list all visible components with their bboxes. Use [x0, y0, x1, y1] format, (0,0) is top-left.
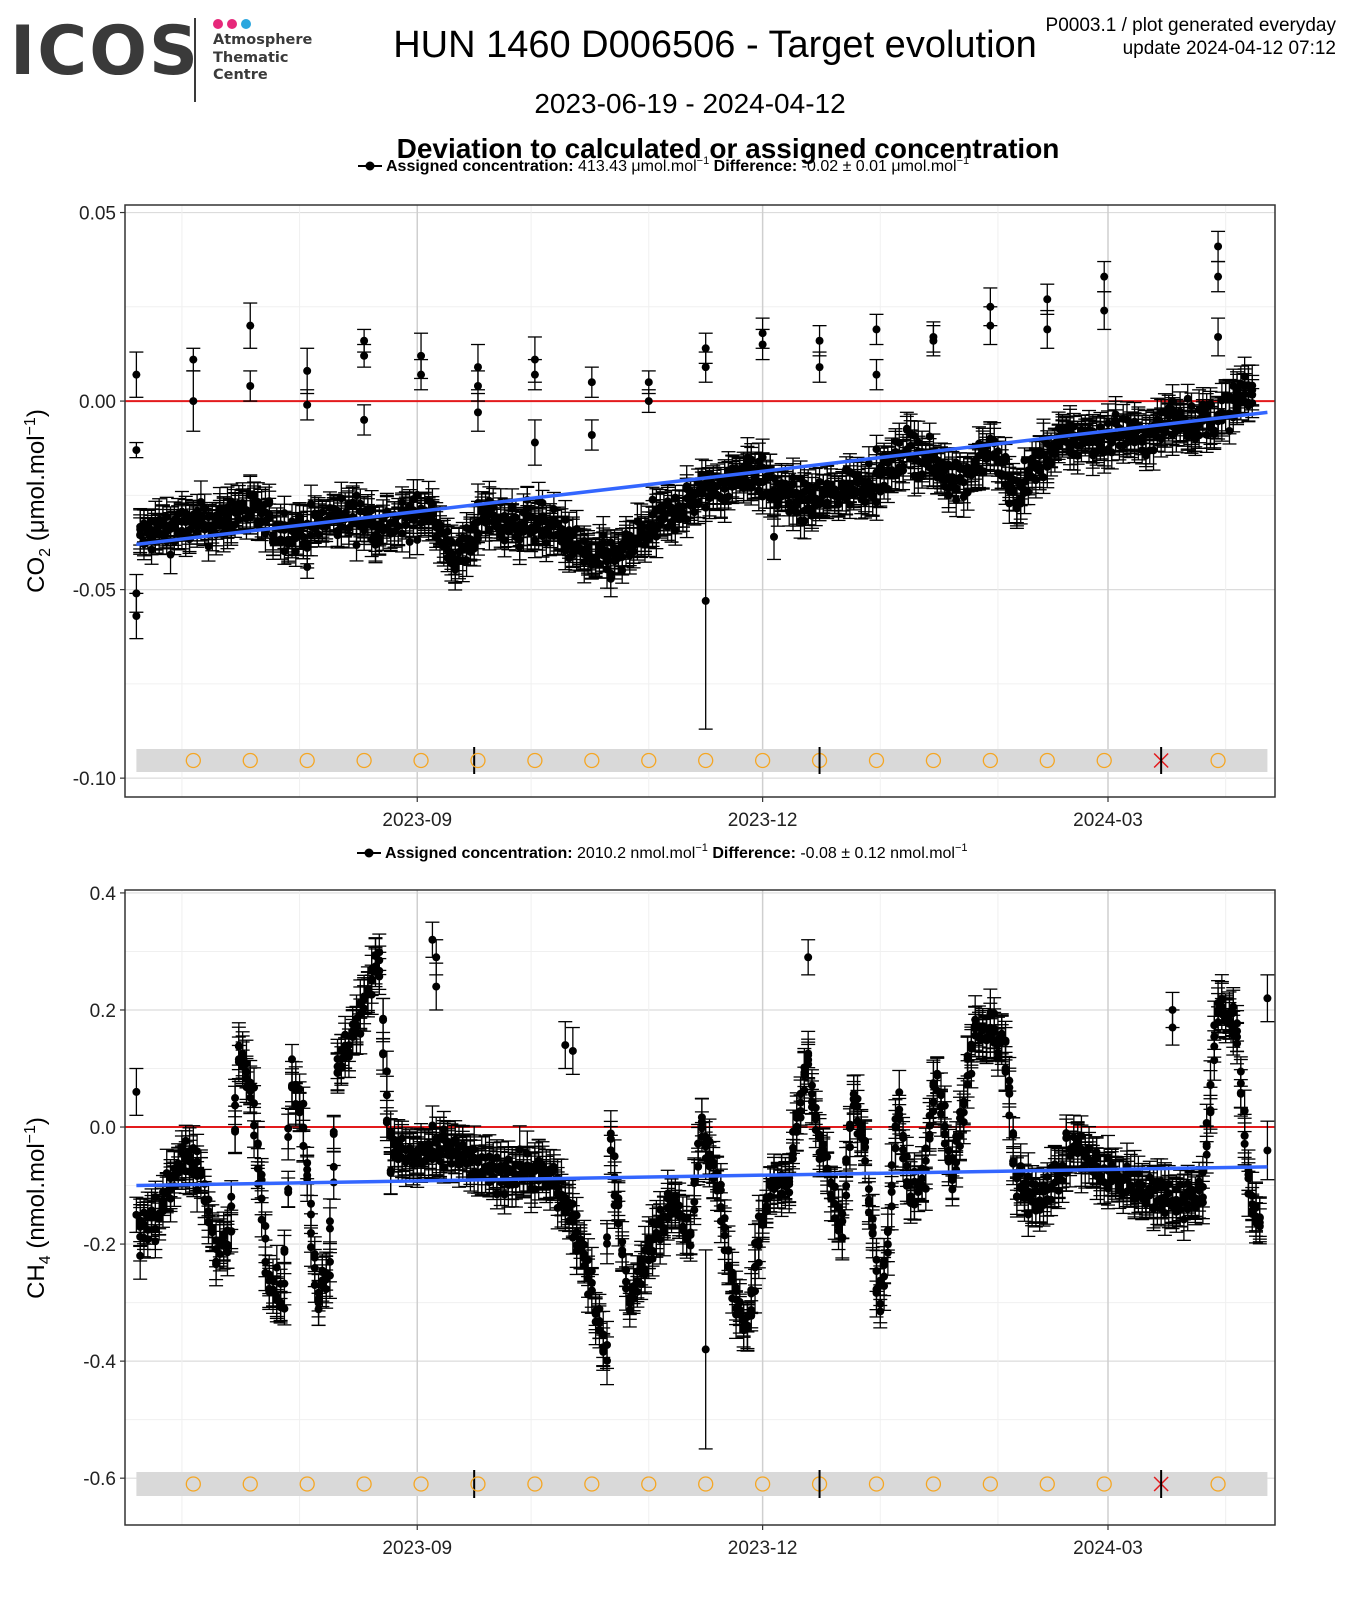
status-marker-ok [413, 752, 429, 769]
data-point [337, 522, 346, 531]
status-marker-ok [1039, 752, 1055, 769]
icos-logo: ICOS [10, 12, 200, 91]
status-marker-ok [982, 752, 998, 769]
data-point [561, 515, 570, 524]
data-point [238, 499, 247, 508]
data-point [250, 491, 259, 500]
centre-line-3: Centre [213, 67, 268, 83]
data-point [303, 539, 312, 548]
figure-title: Deviation to calculated or assigned conc… [397, 133, 1060, 164]
logo-dots [213, 16, 255, 34]
data-point-group [133, 514, 148, 555]
generation-info-line2: update 2024-04-12 07:12 [1122, 38, 1336, 59]
data-point [276, 537, 285, 546]
data-point [269, 531, 278, 540]
data-point [413, 535, 422, 544]
data-point [819, 489, 828, 498]
status-marker-ok [299, 752, 315, 769]
status-marker-ok [185, 752, 201, 769]
generation-info-line1: P0003.1 / plot generated everyday [1045, 15, 1336, 36]
data-point [352, 541, 361, 550]
logo-dot [227, 19, 237, 29]
data-point [568, 530, 577, 539]
data-point [1009, 485, 1018, 494]
data-point [417, 518, 426, 527]
logo-divider [194, 18, 196, 102]
status-marker-ok [698, 752, 714, 769]
status-marker-ok [1210, 752, 1226, 769]
status-marker-ok [641, 752, 657, 769]
status-marker-ok [868, 752, 885, 769]
data-point [405, 537, 414, 546]
data-point [136, 530, 145, 539]
centre-name: Atmosphere Thematic Centre [213, 32, 312, 85]
data-point [542, 538, 551, 547]
data-point [352, 491, 361, 500]
status-marker-ok [754, 752, 771, 769]
page-title: HUN 1460 D006506 - Target evolution [393, 24, 1037, 66]
legend-key-dot [365, 161, 375, 171]
centre-line-1: Atmosphere [213, 32, 313, 48]
date-range: 2023-06-19 - 2024-04-12 [534, 88, 846, 119]
status-marker-ok [356, 752, 372, 769]
status-band [136, 749, 1268, 772]
status-marker-ok [925, 752, 942, 769]
data-point [1005, 499, 1014, 508]
status-marker-ok [584, 752, 600, 769]
data-point [952, 484, 961, 493]
data-point [747, 483, 756, 492]
centre-line-2: Thematic [213, 49, 289, 66]
logo-dot [213, 19, 223, 29]
status-marker-ok [242, 752, 258, 769]
data-point [246, 510, 255, 519]
data-point [834, 500, 843, 509]
data-point [344, 524, 353, 533]
data-point [1039, 473, 1048, 482]
data-point [849, 485, 858, 494]
status-marker-ok [527, 752, 543, 769]
data-point [538, 499, 547, 508]
co2-panel: Assigned concentration: 413.43 μmol.mol−… [22, 155, 1276, 831]
data-point [899, 462, 908, 471]
generation-info: P0003.1 / plot generated everyday update… [1046, 14, 1336, 60]
logo-dot [241, 19, 251, 29]
data-point [204, 542, 213, 551]
status-marker-ok [470, 752, 486, 769]
data-point [265, 499, 274, 508]
data-point [868, 491, 877, 500]
data-point [443, 527, 452, 536]
status-marker-ok [1096, 752, 1112, 769]
data-point [815, 478, 824, 487]
data-point [534, 518, 543, 527]
data-point [462, 556, 471, 565]
legend-text: Assigned concentration: 413.43 μmol.mol−… [386, 155, 969, 175]
